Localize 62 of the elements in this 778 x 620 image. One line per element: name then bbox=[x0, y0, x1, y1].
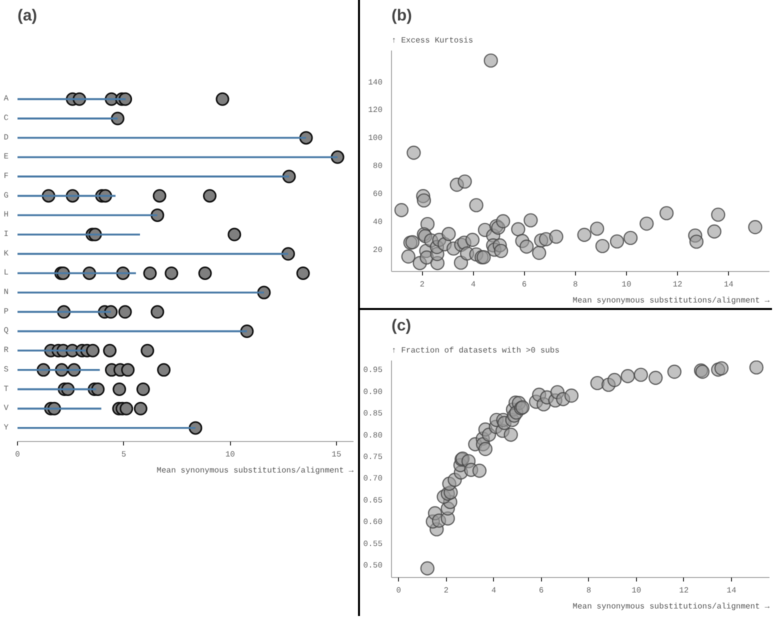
x-tick-label: 0 bbox=[396, 586, 402, 596]
y-tick-label: C bbox=[4, 114, 9, 123]
x-tick-label: 10 bbox=[622, 280, 632, 290]
x-tick-label: 10 bbox=[632, 586, 642, 596]
y-tick-label: L bbox=[4, 268, 9, 278]
x-tick-label: 12 bbox=[679, 586, 689, 596]
y-tick-label: V bbox=[4, 404, 9, 414]
x-tick-label: 5 bbox=[121, 450, 126, 460]
y-tick-label: 0.70 bbox=[363, 474, 383, 484]
x-tick-label: 15 bbox=[332, 450, 342, 460]
y-tick-label: N bbox=[4, 288, 9, 298]
chart-title: (a) bbox=[18, 8, 38, 24]
y-tick-label: 0.85 bbox=[363, 410, 383, 419]
x-tick-label: 4 bbox=[491, 586, 496, 596]
chart-title: (b) bbox=[392, 8, 412, 24]
y-axis-title: ↑ Excess Kurtosis bbox=[392, 36, 474, 46]
x-tick-label: 8 bbox=[586, 586, 592, 596]
x-tick-label: 6 bbox=[538, 586, 544, 596]
x-tick-label: 0 bbox=[15, 450, 20, 460]
y-tick-label: 0.80 bbox=[363, 431, 383, 440]
y-tick-label: F bbox=[4, 172, 9, 182]
x-tick-label: 2 bbox=[444, 586, 449, 596]
y-tick-label: G bbox=[4, 191, 9, 200]
y-tick-label: Y bbox=[4, 423, 9, 432]
x-tick-label: 2 bbox=[420, 280, 425, 290]
y-tick-label: 0.65 bbox=[363, 496, 383, 506]
x-tick-label: 8 bbox=[572, 280, 578, 290]
y-tick-label: H bbox=[4, 210, 9, 220]
x-axis-title: Mean synonymous substitutions/alignment → bbox=[572, 296, 770, 306]
y-tick-label: 100 bbox=[368, 134, 383, 144]
chart-title: (c) bbox=[392, 318, 412, 334]
y-tick-label: A bbox=[4, 94, 9, 104]
x-tick-label: 14 bbox=[726, 586, 736, 596]
y-tick-label: E bbox=[4, 152, 9, 162]
y-tick-label: T bbox=[4, 384, 9, 394]
y-tick-label: 60 bbox=[372, 190, 383, 200]
y-tick-label: D bbox=[4, 133, 9, 142]
y-axis-title: ↑ Fraction of datasets with >0 subs bbox=[392, 346, 560, 356]
y-tick-label: P bbox=[4, 307, 9, 316]
x-tick-label: 12 bbox=[672, 280, 683, 290]
x-tick-label: 14 bbox=[724, 280, 734, 290]
y-tick-label: 0.55 bbox=[363, 540, 383, 549]
y-tick-label: 40 bbox=[372, 218, 383, 228]
y-tick-label: K bbox=[4, 249, 9, 258]
x-axis-title: Mean synonymous substitutions/alignment → bbox=[156, 466, 354, 476]
x-tick-label: 4 bbox=[470, 280, 476, 290]
y-tick-label: S bbox=[4, 365, 9, 374]
y-tick-label: 140 bbox=[368, 78, 383, 88]
y-tick-label: 0.90 bbox=[363, 388, 383, 397]
x-axis-title: Mean synonymous substitutions/alignment → bbox=[572, 602, 770, 612]
y-tick-label: 120 bbox=[368, 106, 383, 116]
y-tick-label: 0.60 bbox=[363, 518, 383, 528]
y-tick-label: 0.75 bbox=[363, 452, 383, 462]
y-tick-label: 20 bbox=[372, 246, 383, 256]
x-tick-label: 10 bbox=[225, 450, 236, 460]
y-tick-label: R bbox=[4, 346, 9, 356]
x-tick-label: 6 bbox=[522, 280, 527, 290]
y-tick-label: I bbox=[4, 230, 9, 240]
y-tick-label: 0.50 bbox=[363, 561, 383, 570]
y-tick-label: 0.95 bbox=[363, 366, 383, 376]
y-tick-label: 80 bbox=[372, 162, 383, 172]
y-tick-label: Q bbox=[4, 326, 9, 336]
